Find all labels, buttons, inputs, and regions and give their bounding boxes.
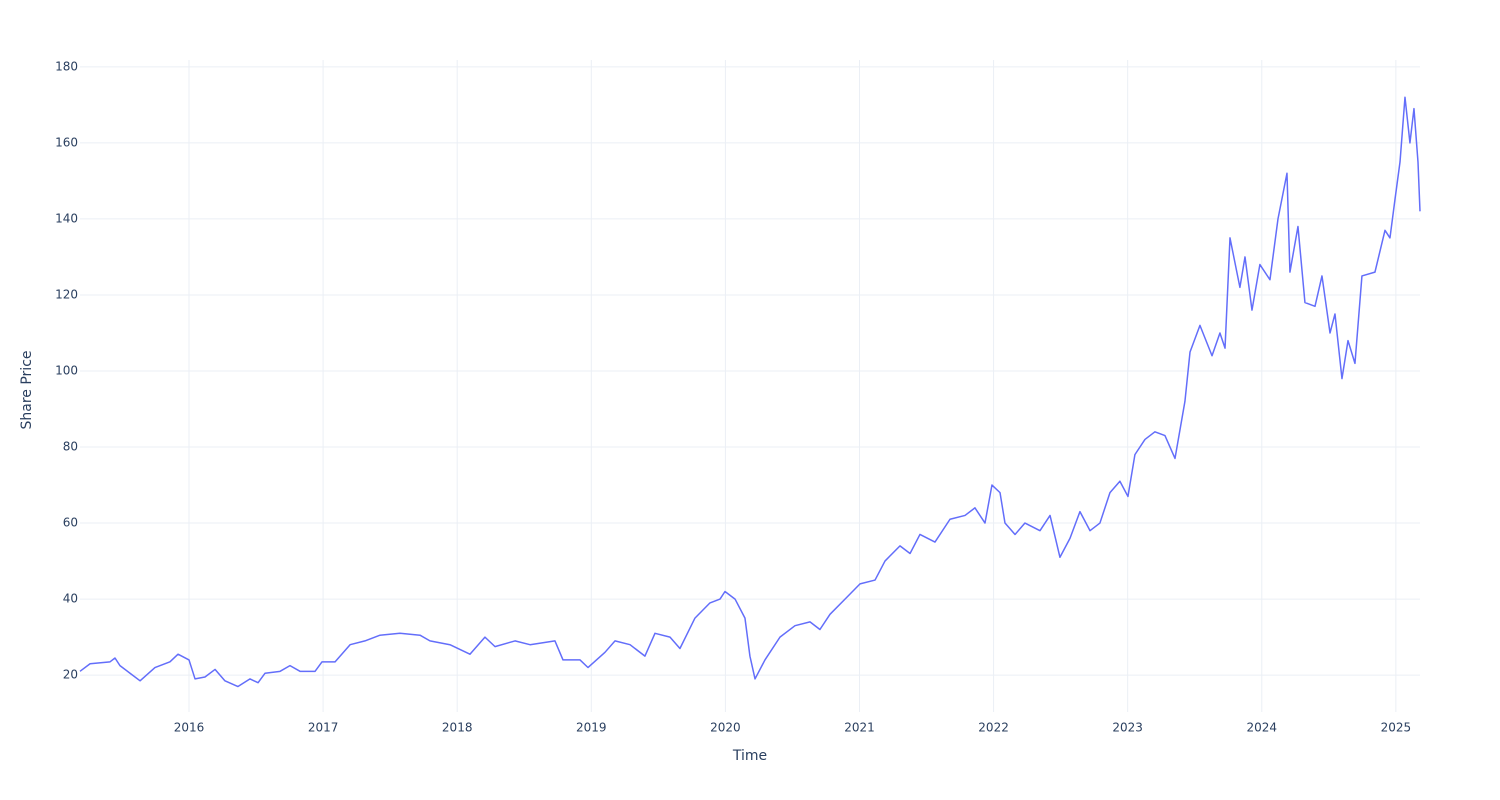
y-tick-label: 140 bbox=[55, 211, 78, 225]
y-tick-label: 40 bbox=[63, 592, 78, 606]
y-tick-label: 80 bbox=[63, 440, 78, 454]
x-tick-label: 2017 bbox=[308, 721, 339, 735]
x-tick-label: 2018 bbox=[442, 721, 473, 735]
y-tick-label: 100 bbox=[55, 363, 78, 377]
y-tick-label: 180 bbox=[55, 59, 78, 73]
x-tick-label: 2023 bbox=[1112, 721, 1143, 735]
x-tick-label: 2021 bbox=[844, 721, 875, 735]
y-tick-label: 60 bbox=[63, 516, 78, 530]
x-tick-label: 2024 bbox=[1246, 721, 1277, 735]
y-axis-title: Share Price bbox=[19, 350, 35, 429]
x-tick-label: 2019 bbox=[576, 721, 607, 735]
x-tick-label: 2022 bbox=[978, 721, 1009, 735]
x-tick-label: 2020 bbox=[710, 721, 741, 735]
x-tick-label: 2025 bbox=[1381, 721, 1412, 735]
y-tick-label: 20 bbox=[63, 668, 78, 682]
x-tick-label: 2016 bbox=[174, 721, 205, 735]
x-axis-title: Time bbox=[732, 748, 767, 764]
y-tick-label: 160 bbox=[55, 135, 78, 149]
price-line bbox=[79, 96, 1421, 688]
y-tick-label: 120 bbox=[55, 287, 78, 301]
